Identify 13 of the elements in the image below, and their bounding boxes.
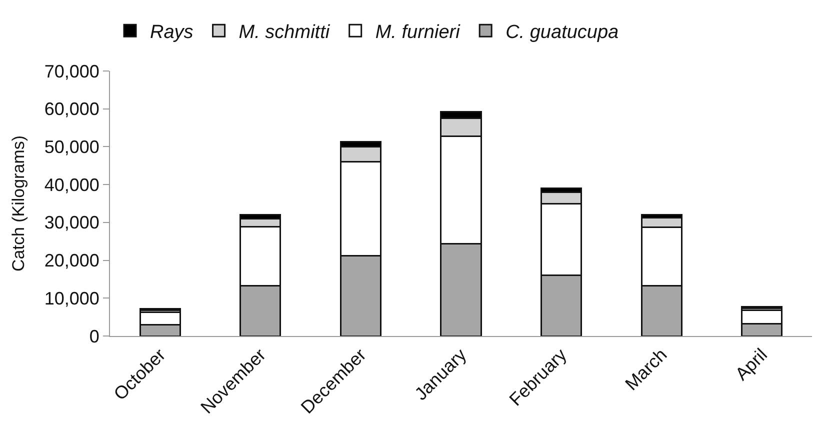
y-tick-label: 50,000 bbox=[44, 137, 100, 158]
legend-label: C. guatucupa bbox=[506, 22, 619, 44]
legend-label: M. schmitti bbox=[238, 22, 330, 44]
y-tick-label: 0 bbox=[89, 326, 100, 346]
y-tick-label: 30,000 bbox=[44, 212, 100, 233]
y-axis-title: Catch (Kilograms) bbox=[8, 135, 28, 272]
y-tick-label: 20,000 bbox=[44, 250, 100, 271]
y-tick-label: 10,000 bbox=[44, 288, 100, 308]
y-tick-label: 60,000 bbox=[44, 99, 100, 120]
legend-label: M. furnieri bbox=[375, 22, 461, 44]
y-tick-label: 40,000 bbox=[44, 174, 100, 195]
legend-label: Rays bbox=[150, 22, 194, 44]
y-tick-label: 70,000 bbox=[44, 61, 100, 82]
